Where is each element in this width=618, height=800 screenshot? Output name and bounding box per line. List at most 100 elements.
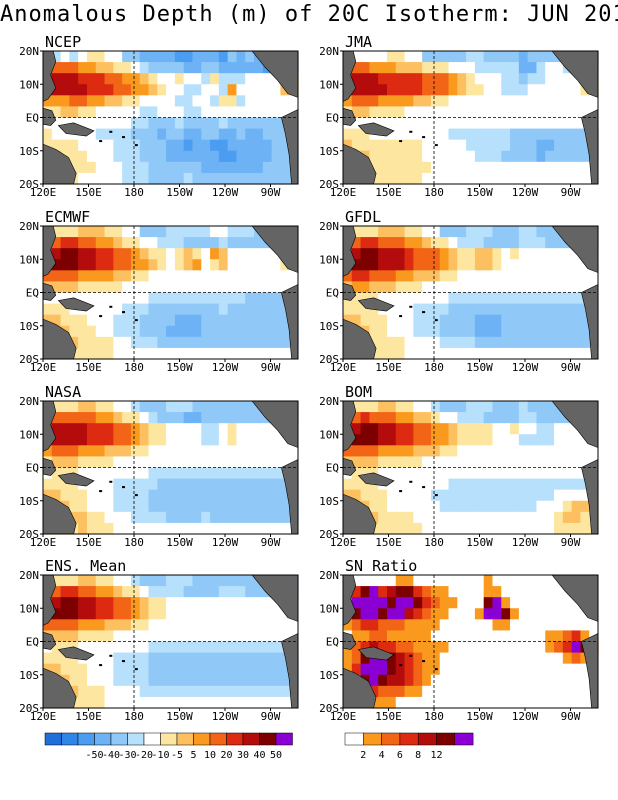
grid-cell: [413, 478, 423, 491]
grid-cell: [104, 347, 114, 360]
grid-cell: [351, 586, 362, 598]
grid-cell: [580, 347, 590, 360]
grid-cell: [562, 314, 573, 327]
grid-cell: [545, 575, 555, 587]
grid-cell: [201, 586, 211, 598]
grid-cell: [378, 619, 388, 632]
grid-cell: [148, 237, 158, 249]
grid-cell: [501, 663, 511, 676]
grid-cell: [139, 281, 150, 294]
grid-cell: [60, 270, 70, 283]
grid-cell: [157, 73, 167, 85]
grid-cell: [60, 412, 70, 424]
grid-cell: [395, 674, 406, 687]
grid-cell: [378, 259, 388, 271]
grid-cell: [413, 73, 423, 85]
grid-cell: [104, 172, 114, 185]
grid-cell: [192, 575, 202, 587]
grid-cell: [448, 84, 458, 96]
grid-cell: [166, 674, 176, 687]
grid-cell: [369, 575, 379, 587]
grid-cell: [51, 95, 62, 108]
grid-cell: [227, 281, 238, 294]
grid-cell: [395, 500, 406, 513]
grid-cell: [210, 575, 220, 587]
grid-cell: [166, 347, 176, 360]
grid-cell: [474, 237, 485, 249]
grid-cell: [86, 84, 97, 96]
grid-cell: [201, 95, 211, 108]
grid-cell: [369, 281, 379, 294]
grid-cell: [395, 128, 406, 141]
grid-cell: [457, 412, 467, 424]
grid-cell: [536, 106, 546, 119]
grid-cell: [122, 139, 132, 152]
grid-cell: [69, 237, 79, 249]
grid-cell: [201, 696, 211, 709]
grid-cell: [262, 117, 273, 130]
grid-cell: [422, 336, 432, 349]
grid-cell: [360, 619, 370, 632]
grid-cell: [422, 500, 432, 513]
grid-cell: [536, 652, 546, 665]
grid-cell: [86, 281, 97, 294]
grid-cell: [271, 489, 282, 502]
grid-cell: [571, 641, 582, 654]
grid-cell: [554, 467, 564, 480]
grid-cell: [439, 248, 450, 260]
grid-cell: [360, 489, 370, 502]
grid-cell: [78, 423, 88, 435]
grid-cell: [192, 696, 202, 709]
grid-cell: [474, 314, 485, 327]
grid-cell: [439, 685, 450, 698]
grid-cell: [554, 270, 564, 283]
grid-cell: [466, 434, 476, 446]
grid-cell: [439, 597, 450, 609]
grid-cell: [448, 51, 458, 63]
grid-cell: [157, 106, 167, 119]
grid-cell: [218, 630, 229, 643]
grid-cell: [448, 652, 458, 665]
legend-swatch: [110, 732, 128, 746]
grid-cell: [254, 445, 264, 458]
grid-cell: [571, 303, 582, 316]
grid-cell: [104, 608, 114, 620]
grid-cell: [360, 478, 370, 491]
grid-cell: [104, 586, 114, 598]
grid-cell: [492, 292, 502, 305]
grid-cell: [166, 139, 176, 152]
grid-cell: [571, 172, 582, 185]
grid-cell: [413, 336, 423, 349]
grid-cell: [422, 630, 432, 643]
grid-cell: [122, 161, 132, 174]
grid-cell: [580, 150, 590, 163]
grid-cell: [262, 95, 273, 108]
grid-cell: [360, 226, 370, 238]
legend-swatch: [143, 732, 161, 746]
grid-cell: [236, 292, 246, 305]
grid-cell: [562, 522, 573, 535]
grid-cell: [404, 325, 414, 338]
grid-cell: [457, 511, 467, 524]
grid-cell: [210, 608, 220, 620]
grid-cell: [395, 139, 406, 152]
grid-cell: [386, 248, 397, 260]
grid-cell: [395, 652, 406, 665]
grid-cell: [60, 237, 70, 249]
grid-cell: [236, 500, 246, 513]
grid-cell: [86, 619, 97, 632]
grid-cell: [466, 259, 476, 271]
grid-cell: [227, 401, 238, 413]
lat-label: EQ: [326, 462, 339, 475]
grid-cell: [218, 674, 229, 687]
grid-cell: [413, 117, 423, 130]
grid-cell: [130, 434, 141, 446]
grid-cell: [518, 630, 529, 643]
grid-cell: [448, 586, 458, 598]
grid-cell: [343, 489, 353, 502]
grid-cell: [439, 128, 450, 141]
grid-cell: [562, 270, 573, 283]
grid-cell: [104, 139, 114, 152]
grid-cell: [254, 586, 264, 598]
grid-cell: [95, 314, 106, 327]
